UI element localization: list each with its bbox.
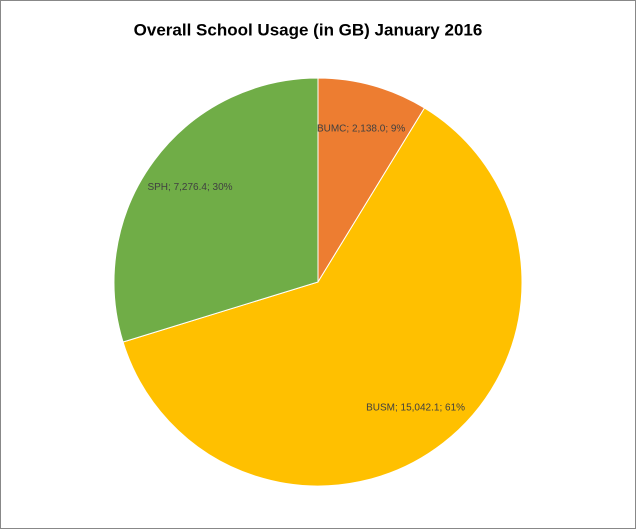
data-label: BUSM; 15,042.1; 61%	[366, 402, 465, 413]
data-label: SPH; 7,276.4; 30%	[147, 182, 232, 193]
chart-title: Overall School Usage (in GB) January 201…	[134, 20, 483, 39]
pie-slice	[317, 77, 426, 284]
data-label: BUMC; 2,138.0; 9%	[317, 123, 405, 134]
pie-slice	[122, 107, 523, 487]
pie-slice	[113, 77, 319, 343]
